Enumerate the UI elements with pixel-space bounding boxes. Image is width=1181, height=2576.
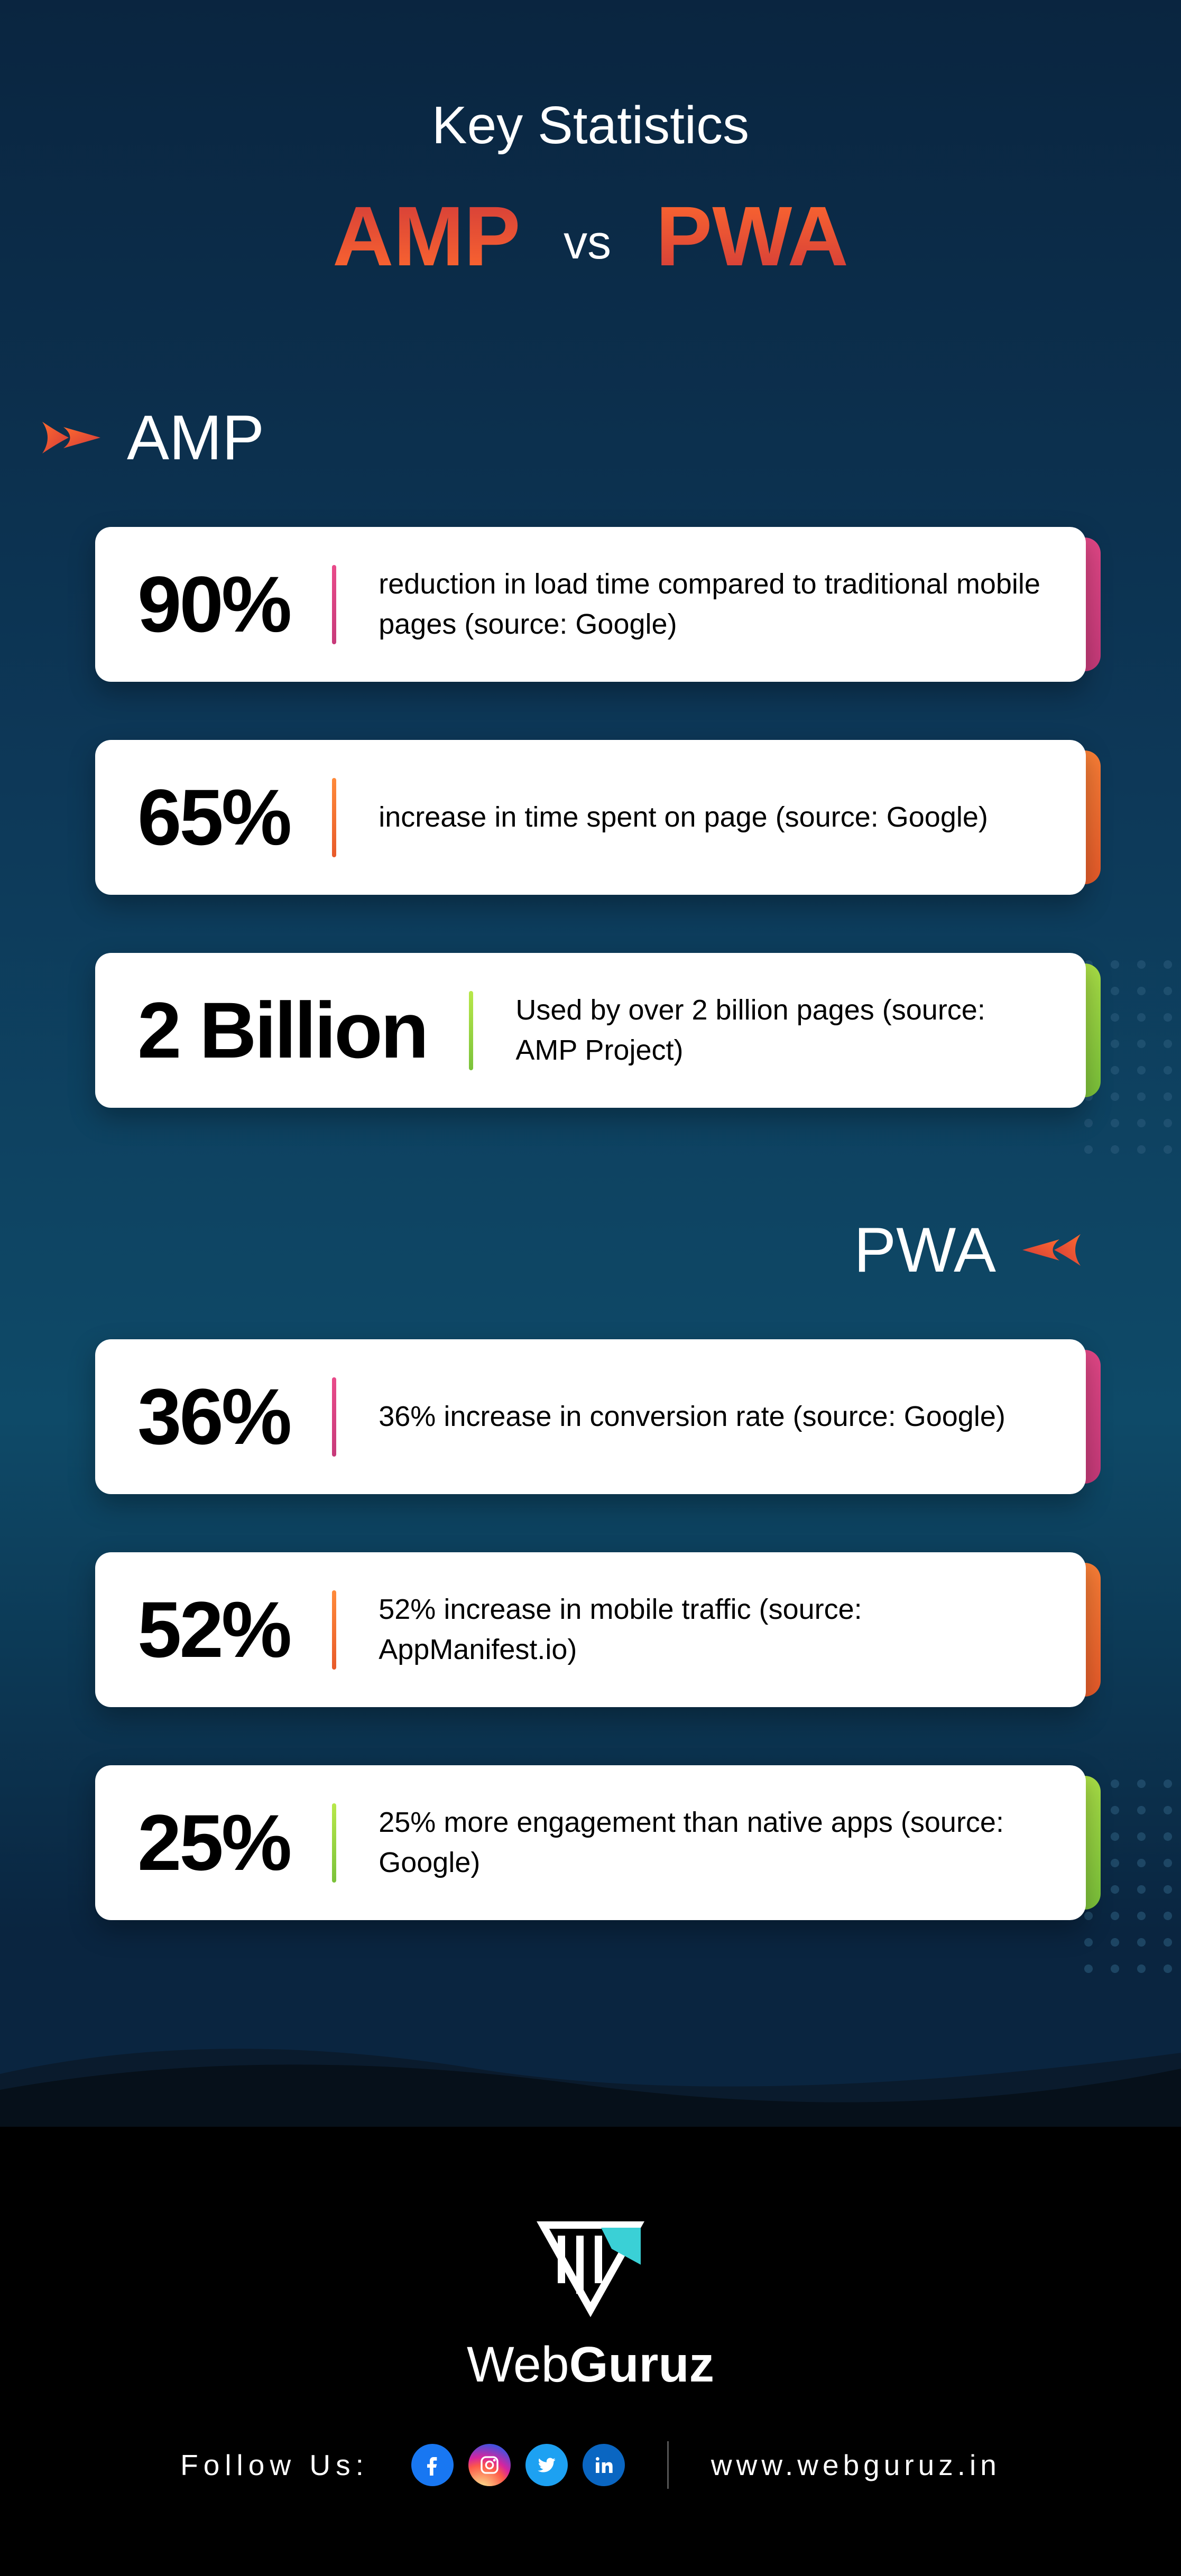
stat-description: Used by over 2 billion pages (source: AM… xyxy=(515,990,1044,1070)
stat-card: 25% 25% more engagement than native apps… xyxy=(95,1765,1086,1920)
card-divider xyxy=(332,1590,336,1670)
amp-section-header: AMP xyxy=(37,401,1102,474)
website-url: www.webguruz.in xyxy=(711,2448,1001,2482)
stat-card: 90% reduction in load time compared to t… xyxy=(95,527,1086,682)
stat-description: reduction in load time compared to tradi… xyxy=(379,564,1044,644)
stat-card: 52% 52% increase in mobile traffic (sour… xyxy=(95,1552,1086,1707)
stat-description: 52% increase in mobile traffic (source: … xyxy=(379,1590,1044,1670)
brand-guruz: Guruz xyxy=(569,2337,714,2393)
stat-value: 65% xyxy=(137,772,290,863)
brand-logo: WebGuruz xyxy=(467,2214,714,2394)
wave-decoration xyxy=(0,2021,1181,2127)
stat-card: 65% increase in time spent on page (sour… xyxy=(95,740,1086,895)
page-subtitle: Key Statistics xyxy=(79,95,1102,156)
stat-card: 36% 36% increase in conversion rate (sou… xyxy=(95,1339,1086,1494)
stat-description: 25% more engagement than native apps (so… xyxy=(379,1803,1044,1883)
pwa-cards: 36% 36% increase in conversion rate (sou… xyxy=(79,1339,1102,1920)
stat-value: 52% xyxy=(137,1584,290,1675)
facebook-icon[interactable] xyxy=(411,2444,454,2486)
card-divider xyxy=(332,1377,336,1457)
instagram-icon[interactable] xyxy=(468,2444,511,2486)
brand-name: WebGuruz xyxy=(467,2336,714,2394)
pwa-section-title: PWA xyxy=(854,1213,996,1286)
card-divider xyxy=(332,1803,336,1883)
brand-web: Web xyxy=(467,2337,569,2393)
card-divider xyxy=(332,778,336,857)
amp-word: AMP xyxy=(333,189,519,283)
follow-us-label: Follow Us: xyxy=(180,2448,369,2482)
arrow-right-icon xyxy=(37,411,106,464)
pwa-section-header: PWA xyxy=(79,1213,1102,1286)
twitter-icon[interactable] xyxy=(525,2444,568,2486)
amp-cards: 90% reduction in load time compared to t… xyxy=(79,527,1102,1108)
stat-description: 36% increase in conversion rate (source:… xyxy=(379,1397,1044,1437)
logo-mark-icon xyxy=(532,2214,649,2320)
stat-value: 2 Billion xyxy=(137,985,427,1076)
amp-section-title: AMP xyxy=(127,401,264,474)
card-divider xyxy=(332,565,336,644)
card-divider xyxy=(469,991,473,1070)
stat-value: 90% xyxy=(137,559,290,650)
stat-value: 25% xyxy=(137,1797,290,1888)
footer-divider xyxy=(667,2441,669,2489)
social-icons xyxy=(411,2444,625,2486)
vs-word: vs xyxy=(564,216,611,269)
linkedin-icon[interactable] xyxy=(583,2444,625,2486)
footer: WebGuruz Follow Us: www.webguruz.in xyxy=(0,2127,1181,2576)
stat-card: 2 Billion Used by over 2 billion pages (… xyxy=(95,953,1086,1108)
arrow-left-icon xyxy=(1017,1224,1086,1276)
stat-value: 36% xyxy=(137,1371,290,1462)
pwa-word: PWA xyxy=(656,189,848,283)
stat-description: increase in time spent on page (source: … xyxy=(379,798,1044,838)
main-content: Key Statistics AMP vs PWA AMP 90% reduct… xyxy=(0,0,1181,1920)
footer-row: Follow Us: www.webguruz.in xyxy=(180,2441,1001,2489)
page-title: AMP vs PWA xyxy=(79,188,1102,285)
